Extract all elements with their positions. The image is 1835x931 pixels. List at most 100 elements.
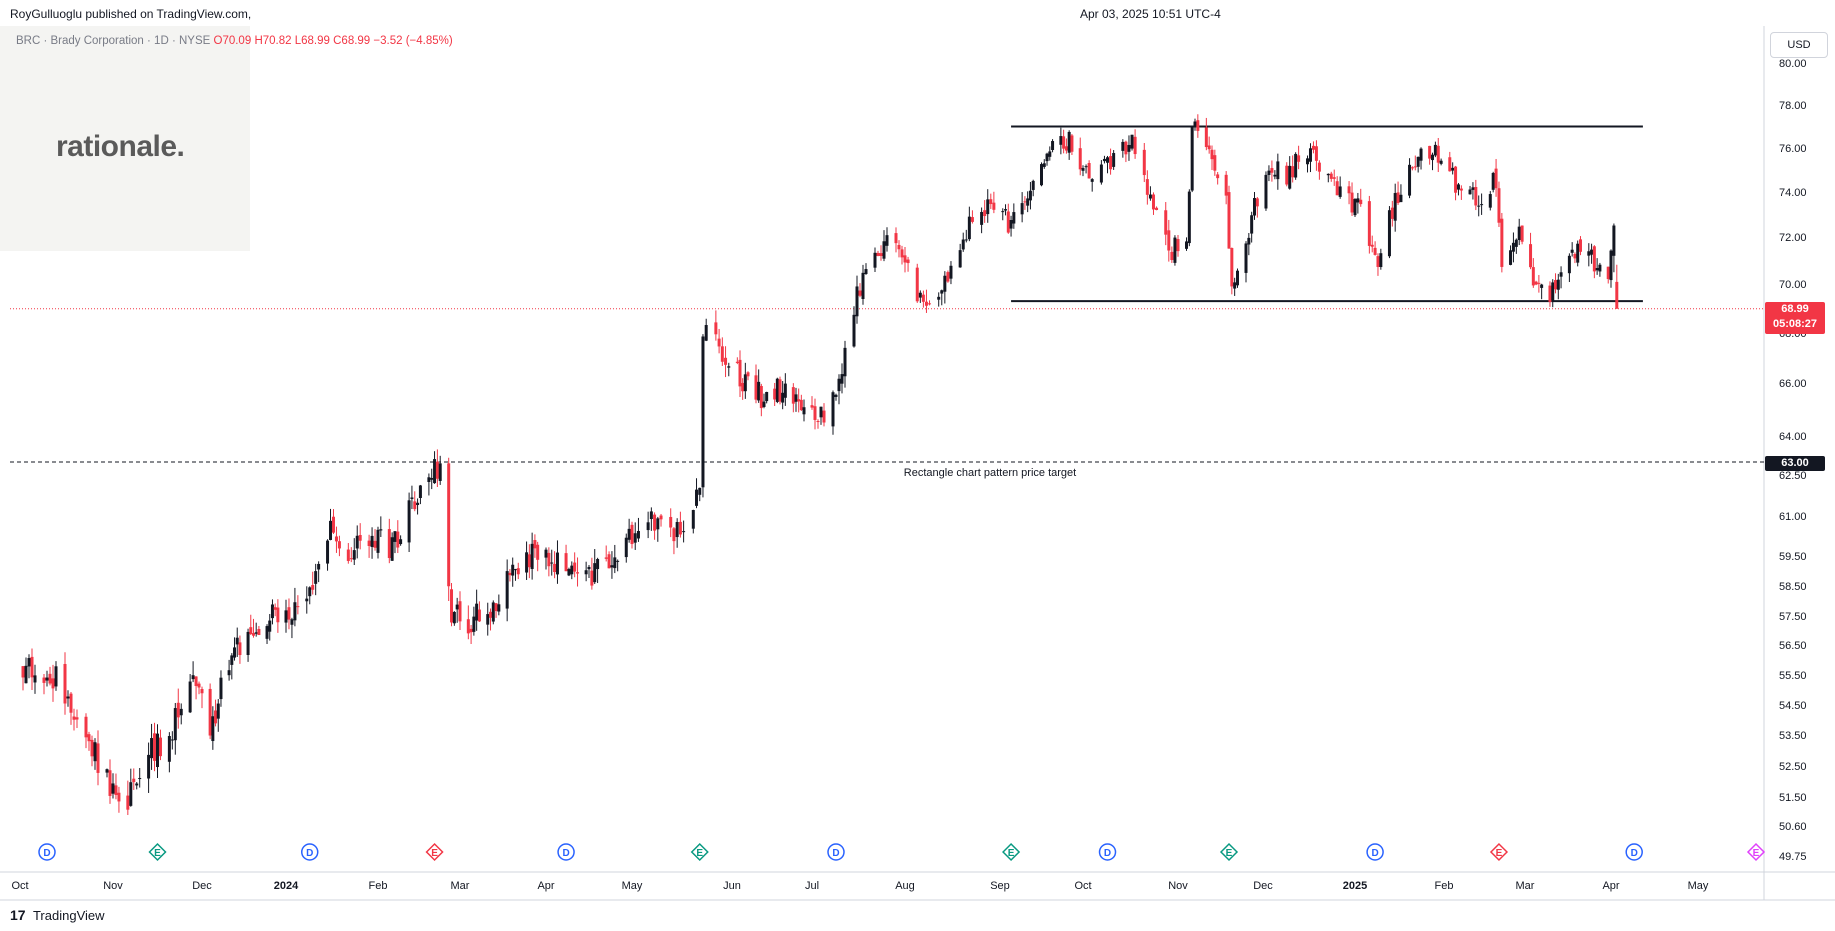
price-tick-label: 49.75 [1779, 851, 1807, 863]
candle-body [1176, 239, 1180, 252]
candle-body [593, 563, 597, 583]
candle-body [1210, 149, 1214, 160]
candle-body [1379, 253, 1383, 268]
candle-body [553, 563, 557, 573]
time-tick-label: Oct [1074, 880, 1091, 892]
candle-body [778, 379, 782, 402]
candle-body [714, 322, 718, 335]
candle-body [21, 666, 25, 678]
candle-body [430, 478, 434, 480]
candle-body [1335, 181, 1339, 196]
candle-body [810, 405, 814, 408]
candle-body [111, 783, 115, 794]
price-tick-label: 50.60 [1779, 821, 1807, 833]
time-tick-label: Aug [895, 880, 915, 892]
event-marker [300, 843, 319, 861]
candle-body [1399, 194, 1403, 203]
candle-body [1439, 160, 1443, 164]
time-tick-label: 2024 [274, 880, 299, 892]
currency-button[interactable]: USD [1770, 32, 1828, 58]
candle-body [1456, 184, 1460, 190]
candle-body [491, 602, 495, 622]
symbol-legend[interactable]: BRC · Brady Corporation · 1D · NYSE O70.… [16, 35, 453, 47]
candle-body [765, 391, 769, 402]
candle-body [1551, 282, 1555, 301]
candle-body [24, 665, 28, 684]
candle-body [1587, 251, 1591, 256]
pattern-annotation-label[interactable]: Rectangle chart pattern price target [904, 467, 1076, 479]
dividend-event-icon[interactable]: D [827, 843, 845, 861]
candle-body [268, 620, 272, 632]
candle-body [1004, 209, 1008, 211]
ohlc-high: H70.82 [254, 35, 292, 47]
candle-body [587, 566, 591, 570]
candle-body [1556, 279, 1560, 290]
candle-body [427, 477, 431, 483]
dividend-event-icon[interactable]: D [557, 843, 575, 861]
candle-body [1350, 192, 1354, 213]
price-tick-label: 52.50 [1779, 761, 1807, 773]
candle-body [84, 716, 88, 738]
candle-body [290, 619, 294, 625]
candle-body [894, 233, 898, 244]
candle-body [906, 259, 910, 264]
candle-body [51, 678, 55, 689]
earnings-event-icon[interactable]: E [1002, 842, 1021, 862]
earnings-event-icon[interactable]: E [1219, 842, 1239, 862]
event-marker-letter: E [1008, 848, 1015, 859]
event-marker-letter: E [431, 848, 438, 859]
candle-body [1196, 120, 1200, 131]
dividend-event-icon[interactable]: D [1098, 843, 1117, 861]
candle-body [1390, 207, 1394, 219]
candle-body [1497, 188, 1501, 223]
earnings-event-icon[interactable]: E [425, 842, 444, 862]
candle-body [1347, 186, 1351, 194]
event-marker [148, 842, 167, 862]
candle-body [1367, 201, 1371, 246]
dividend-event-icon[interactable]: D [1625, 843, 1643, 861]
candle-body [1332, 177, 1336, 179]
candle-body [646, 522, 650, 531]
candle-body [1067, 131, 1071, 153]
candle-body [358, 535, 362, 541]
candle-body [840, 374, 844, 384]
candle-body [970, 217, 974, 222]
candle-body [219, 677, 223, 700]
candle-body [1494, 168, 1498, 189]
candle-body [147, 754, 151, 779]
candle-body [1387, 210, 1391, 257]
candle-body [435, 461, 439, 479]
candle-body [355, 535, 359, 549]
earnings-event-icon[interactable]: E [148, 842, 167, 862]
price-axis[interactable]: 80.0078.0076.0074.0072.0070.0068.0066.00… [1779, 58, 1807, 863]
dividend-event-icon[interactable]: D [38, 843, 56, 861]
candle-body [533, 540, 537, 549]
candle-body [1554, 280, 1558, 290]
earnings-event-icon[interactable]: E [1489, 842, 1509, 862]
candle-series [21, 114, 1619, 815]
candle-body [410, 497, 414, 499]
candle-body [387, 529, 391, 559]
candle-body [1026, 198, 1030, 206]
candle-body [678, 521, 682, 535]
candle-body [257, 628, 261, 636]
candle-body [992, 202, 996, 210]
candle-body [616, 560, 620, 562]
candle-body [135, 783, 139, 786]
candle-body [544, 549, 548, 558]
dividend-event-icon[interactable]: D [1366, 843, 1384, 861]
candle-body [337, 541, 341, 549]
tradingview-logo-icon: 17 [10, 907, 26, 923]
earnings-event-icon[interactable]: E [1746, 842, 1766, 862]
candle-body [735, 361, 739, 363]
dividend-event-icon[interactable]: D [300, 843, 319, 861]
earnings-event-icon[interactable]: E [690, 842, 709, 862]
candle-body [287, 607, 291, 620]
candle-body [1419, 148, 1423, 161]
candle-body [293, 602, 297, 621]
candle-body [1537, 282, 1541, 284]
time-axis[interactable]: Oct Nov Dec 2024 Feb Mar Apr May Jun Jul Aug Sep Oct… [11, 880, 1708, 892]
candle-body [1592, 246, 1596, 272]
candle-body [390, 537, 394, 561]
